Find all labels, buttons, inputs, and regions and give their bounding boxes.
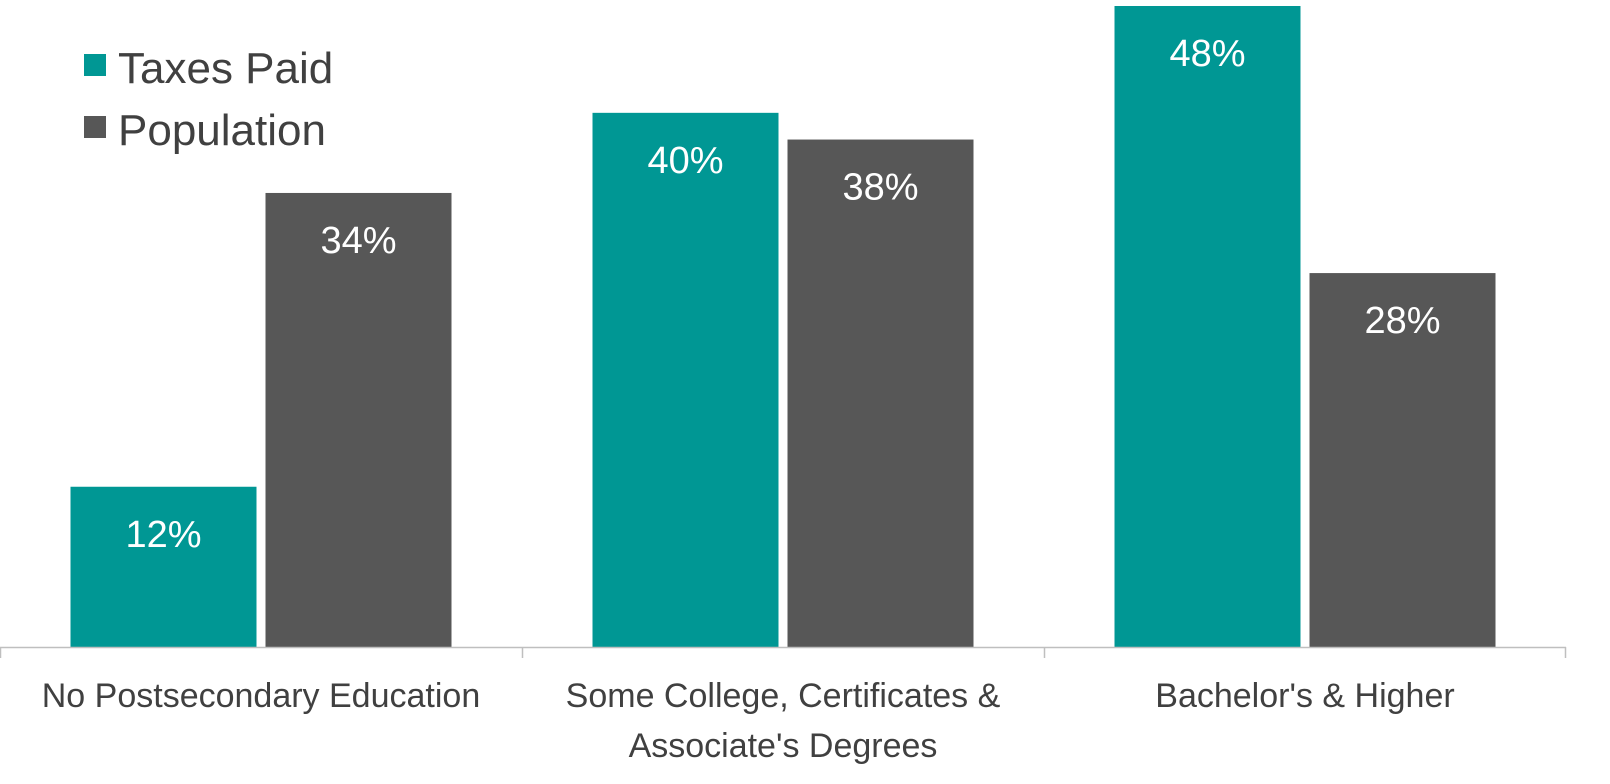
data-label-taxes-paid-2: 48% — [1169, 33, 1245, 75]
bar-taxes-paid-0 — [70, 486, 257, 647]
data-label-population-2: 28% — [1364, 300, 1440, 342]
legend: Taxes Paid Population — [84, 38, 333, 162]
category-label-some-college: Some College, Certificates & Associate's… — [565, 677, 1001, 765]
category-label-bachelors: Bachelor's & Higher — [1155, 677, 1455, 715]
bars-group — [70, 6, 1496, 648]
data-label-population-0: 34% — [320, 220, 396, 262]
bar-population-1 — [787, 139, 974, 647]
category-label-no-postsecondary: No Postsecondary Education — [41, 677, 481, 715]
legend-label-taxes-paid: Taxes Paid — [118, 44, 334, 93]
data-label-taxes-paid-1: 40% — [647, 140, 723, 182]
bar-population-0 — [265, 192, 452, 648]
bar-taxes-paid-2 — [1114, 6, 1301, 647]
data-labels-group: 12% 34% 40% 38% 48% 28% — [125, 33, 1440, 556]
legend-label-population: Population — [118, 106, 326, 155]
legend-swatch-population — [84, 116, 106, 138]
x-axis — [0, 646, 1567, 658]
data-label-population-1: 38% — [842, 167, 918, 209]
data-label-taxes-paid-0: 12% — [125, 514, 201, 556]
bar-taxes-paid-1 — [592, 112, 779, 648]
bar-population-2 — [1309, 273, 1496, 647]
legend-swatch-taxes-paid — [84, 54, 106, 76]
legend-item-taxes-paid: Taxes Paid — [84, 38, 333, 100]
legend-item-population: Population — [84, 100, 333, 162]
